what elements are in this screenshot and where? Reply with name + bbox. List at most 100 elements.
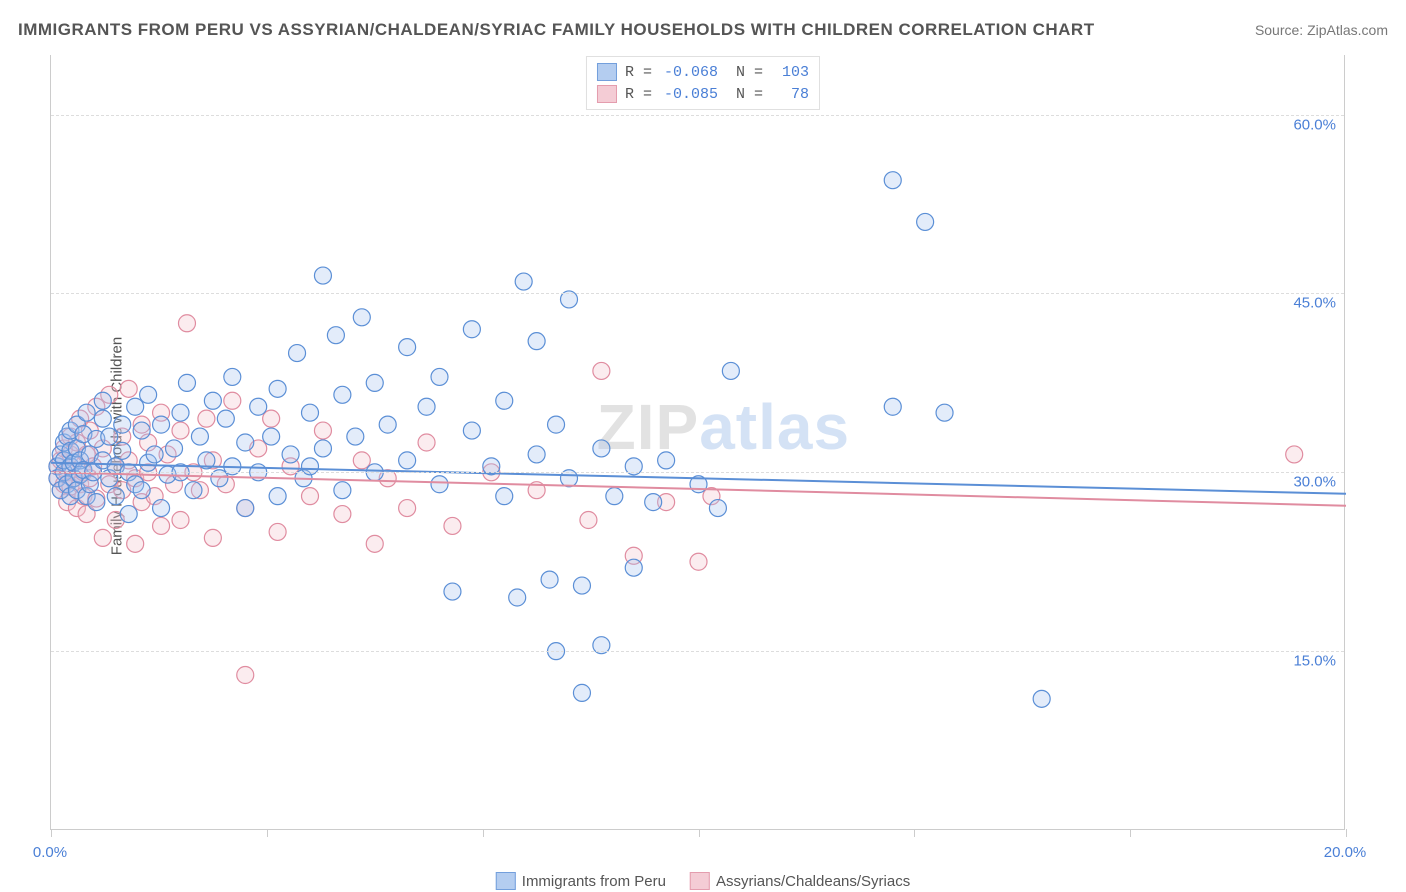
scatter-point — [153, 500, 170, 517]
x-tick — [267, 829, 268, 837]
scatter-point — [548, 416, 565, 433]
scatter-point — [289, 345, 306, 362]
scatter-point — [107, 488, 124, 505]
scatter-point — [366, 374, 383, 391]
x-tick-label: 0.0% — [33, 844, 67, 861]
scatter-point — [444, 583, 461, 600]
scatter-point — [191, 428, 208, 445]
scatter-point — [166, 440, 183, 457]
scatter-point — [690, 553, 707, 570]
y-tick-label: 45.0% — [1293, 295, 1336, 312]
scatter-point — [224, 392, 241, 409]
scatter-point — [178, 374, 195, 391]
source-label: Source: ZipAtlas.com — [1255, 22, 1388, 38]
n-label: N = — [736, 64, 763, 81]
scatter-point — [593, 440, 610, 457]
scatter-point — [302, 404, 319, 421]
legend-swatch — [597, 85, 617, 103]
scatter-point — [334, 506, 351, 523]
scatter-point — [269, 380, 286, 397]
scatter-point — [263, 428, 280, 445]
x-tick — [51, 829, 52, 837]
legend-stat-row: R = -0.068 N = 103 — [597, 61, 809, 83]
scatter-point — [418, 398, 435, 415]
scatter-point — [625, 559, 642, 576]
scatter-point — [334, 482, 351, 499]
scatter-point — [114, 442, 131, 459]
scatter-point — [463, 321, 480, 338]
scatter-point — [172, 512, 189, 529]
scatter-point — [593, 362, 610, 379]
scatter-point — [263, 410, 280, 427]
x-tick — [1346, 829, 1347, 837]
chart-svg — [51, 55, 1344, 829]
scatter-point — [237, 667, 254, 684]
scatter-point — [237, 500, 254, 517]
scatter-point — [250, 398, 267, 415]
scatter-point — [353, 309, 370, 326]
grid-line — [51, 293, 1344, 294]
x-tick — [483, 829, 484, 837]
scatter-point — [237, 434, 254, 451]
scatter-point — [217, 410, 234, 427]
scatter-point — [444, 517, 461, 534]
legend-label-a: Immigrants from Peru — [522, 873, 666, 890]
scatter-point — [140, 386, 157, 403]
scatter-point — [94, 529, 111, 546]
scatter-point — [334, 386, 351, 403]
scatter-point — [269, 488, 286, 505]
legend-top: R = -0.068 N = 103 R = -0.085 N = 78 — [586, 56, 820, 110]
scatter-point — [101, 428, 118, 445]
scatter-point — [204, 392, 221, 409]
r-value: -0.068 — [660, 64, 718, 81]
scatter-point — [366, 535, 383, 552]
scatter-point — [94, 410, 111, 427]
scatter-point — [528, 446, 545, 463]
scatter-point — [431, 368, 448, 385]
scatter-point — [224, 368, 241, 385]
grid-line — [51, 472, 1344, 473]
scatter-point — [645, 494, 662, 511]
scatter-point — [146, 446, 163, 463]
scatter-point — [1286, 446, 1303, 463]
legend-swatch — [597, 63, 617, 81]
scatter-point — [917, 213, 934, 230]
scatter-point — [399, 452, 416, 469]
legend-item-b: Assyrians/Chaldeans/Syriacs — [690, 872, 910, 890]
scatter-point — [541, 571, 558, 588]
scatter-point — [185, 482, 202, 499]
scatter-point — [314, 440, 331, 457]
scatter-point — [127, 535, 144, 552]
swatch-peru — [496, 872, 516, 890]
r-label: R = — [625, 64, 652, 81]
n-label: N = — [736, 86, 763, 103]
legend-bottom: Immigrants from Peru Assyrians/Chaldeans… — [496, 872, 910, 890]
y-tick-label: 30.0% — [1293, 474, 1336, 491]
scatter-point — [379, 416, 396, 433]
scatter-point — [884, 398, 901, 415]
scatter-point — [722, 362, 739, 379]
scatter-point — [302, 488, 319, 505]
scatter-point — [573, 577, 590, 594]
scatter-point — [198, 410, 215, 427]
y-tick-label: 60.0% — [1293, 116, 1336, 133]
scatter-point — [573, 684, 590, 701]
scatter-point — [269, 523, 286, 540]
scatter-point — [153, 517, 170, 534]
scatter-point — [353, 452, 370, 469]
scatter-point — [172, 404, 189, 421]
scatter-point — [606, 488, 623, 505]
grid-line — [51, 651, 1344, 652]
scatter-point — [528, 333, 545, 350]
n-value: 78 — [771, 86, 809, 103]
scatter-point — [127, 398, 144, 415]
scatter-point — [418, 434, 435, 451]
scatter-point — [120, 380, 137, 397]
scatter-point — [172, 422, 189, 439]
scatter-point — [94, 392, 111, 409]
x-tick — [1130, 829, 1131, 837]
scatter-point — [399, 500, 416, 517]
grid-line — [51, 115, 1344, 116]
scatter-point — [1033, 690, 1050, 707]
scatter-point — [463, 422, 480, 439]
